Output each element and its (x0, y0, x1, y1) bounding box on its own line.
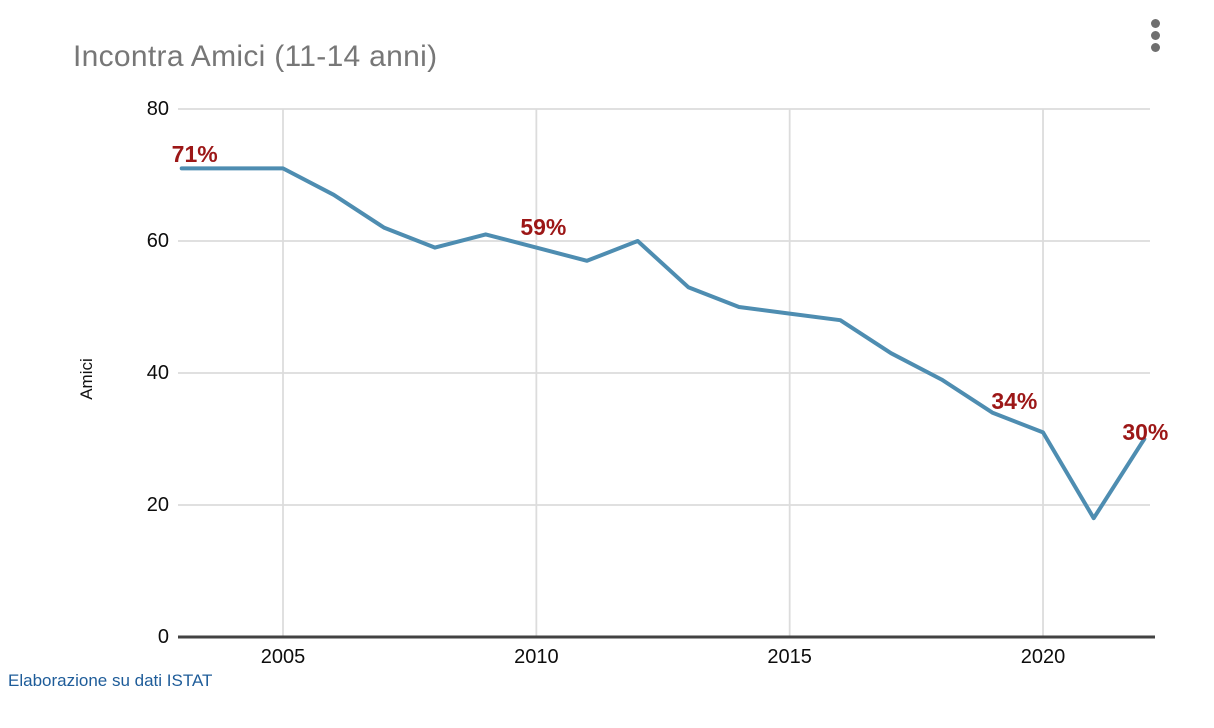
kebab-dot (1150, 18, 1160, 28)
y-tick-label: 80 (146, 98, 169, 120)
data-point-label: 34% (991, 387, 1038, 414)
series-line (179, 166, 1147, 521)
gridlines (178, 108, 1150, 637)
chart-title: Incontra Amici (11-14 anni) (73, 40, 438, 73)
data-point-label: 30% (1122, 419, 1169, 445)
y-tick-label: 60 (146, 230, 169, 252)
data-line (179, 166, 1147, 521)
y-tick-label: 40 (146, 362, 169, 384)
x-tick-label: 2010 (514, 646, 559, 668)
x-tick-label: 2015 (767, 646, 812, 668)
kebab-dot (1150, 42, 1160, 52)
data-point-label: 71% (171, 141, 218, 168)
kebab-menu-icon[interactable] (1144, 14, 1166, 56)
y-axis-title: Amici (77, 358, 96, 400)
data-point-label: 59% (520, 213, 567, 240)
y-tick-label: 20 (146, 494, 169, 516)
x-tick-label: 2005 (260, 646, 306, 668)
x-tick-label: 2020 (1020, 646, 1066, 668)
source-note: Elaborazione su dati ISTAT (8, 671, 213, 690)
kebab-dot (1150, 30, 1160, 40)
y-tick-label: 0 (157, 626, 169, 648)
